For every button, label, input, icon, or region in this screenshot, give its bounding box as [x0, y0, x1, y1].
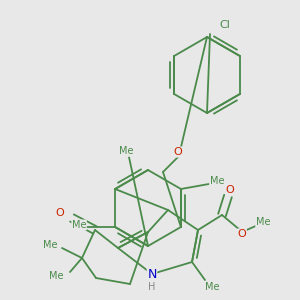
Text: Me: Me: [256, 217, 270, 227]
Text: O: O: [226, 185, 234, 195]
Text: O: O: [174, 147, 182, 157]
Text: Me: Me: [43, 240, 57, 250]
Text: O: O: [238, 229, 246, 239]
Text: Me: Me: [72, 220, 86, 230]
Text: Me: Me: [119, 146, 133, 156]
Text: Cl: Cl: [220, 20, 230, 30]
Text: Me: Me: [210, 176, 224, 186]
Text: H: H: [148, 282, 156, 292]
Text: Me: Me: [205, 282, 219, 292]
Text: Me: Me: [49, 271, 63, 281]
Text: N: N: [147, 268, 157, 281]
Text: O: O: [56, 208, 64, 218]
